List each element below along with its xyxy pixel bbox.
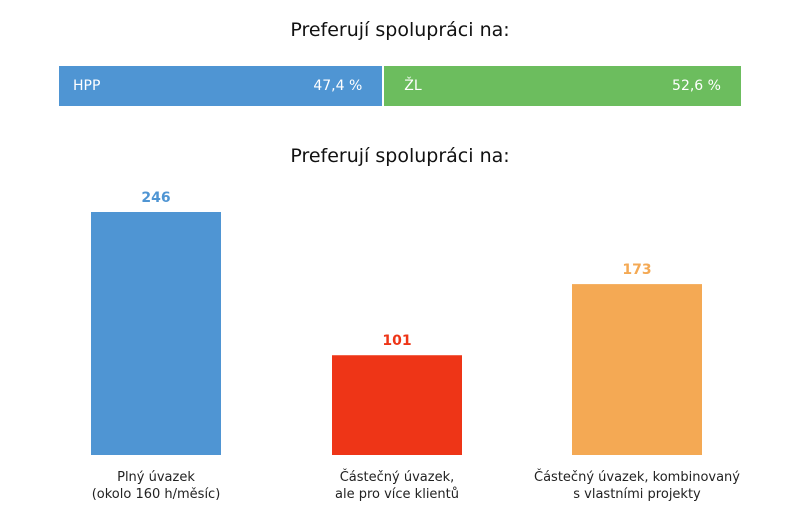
category-label-part-time-projects-line1: Částečný úvazek, kombinovaný [534, 469, 740, 485]
segment-hpp-value: 47,4 % [313, 78, 363, 94]
segment-zl: ŽL 52,6 % [382, 66, 741, 106]
category-label-full-time-line1: Plný úvazek [117, 470, 195, 485]
category-label-part-time-multi-line1: Částečný úvazek, [340, 469, 455, 485]
data-label-full-time: 246 [141, 190, 170, 206]
bar-full-time [91, 212, 221, 455]
stacked-share-bar: HPP 47,4 % ŽL 52,6 % [59, 66, 741, 106]
category-label-full-time-line2: (okolo 160 h/měsíc) [92, 487, 221, 502]
bar-part-time-multi [332, 355, 462, 455]
segment-zl-name: ŽL [404, 78, 422, 94]
segment-hpp-name: HPP [73, 78, 101, 94]
bar-part-time-projects [572, 284, 702, 455]
segment-zl-value: 52,6 % [672, 78, 721, 94]
category-label-part-time-multi-line2: ale pro více klientů [335, 487, 459, 502]
chart-title-bottom: Preferují spolupráci na: [290, 145, 510, 167]
data-label-part-time-multi: 101 [382, 333, 411, 349]
chart-title-top: Preferují spolupráci na: [290, 19, 510, 41]
data-label-part-time-projects: 173 [622, 262, 651, 278]
category-label-part-time-projects-line2: s vlastními projekty [573, 487, 701, 502]
segment-hpp: HPP 47,4 % [59, 66, 383, 106]
